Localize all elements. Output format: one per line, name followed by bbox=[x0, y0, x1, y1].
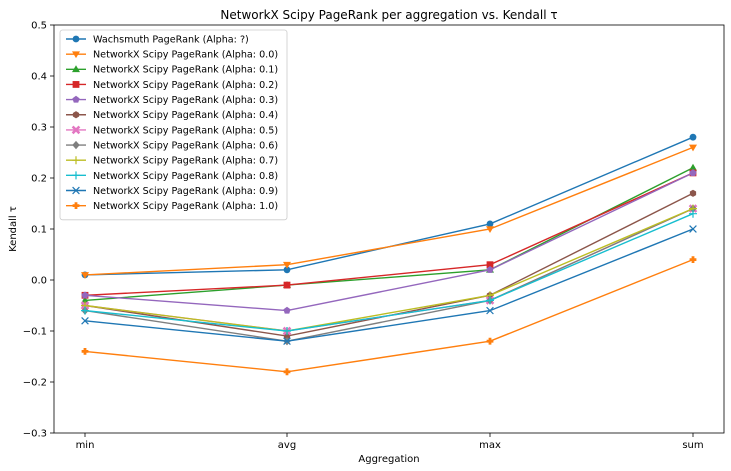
legend-item: NetworkX Scipy PageRank (Alpha: 0.4) bbox=[66, 110, 278, 121]
legend-marker bbox=[72, 171, 80, 180]
legend-item: NetworkX Scipy PageRank (Alpha: 1.0) bbox=[66, 201, 278, 212]
data-point bbox=[283, 327, 291, 335]
data-point bbox=[81, 306, 89, 315]
y-tick-label: 0.5 bbox=[31, 21, 47, 32]
data-point bbox=[283, 261, 291, 269]
y-axis: −0.3 −0.2 −0.1 0.0 0.1 0.2 0.3 0.4 0.5 bbox=[23, 21, 54, 440]
y-tick-label: 0.3 bbox=[31, 123, 47, 134]
data-point bbox=[486, 266, 494, 273]
legend-item: NetworkX Scipy PageRank (Alpha: 0.9) bbox=[66, 186, 278, 197]
y-tick-label: −0.2 bbox=[23, 378, 47, 389]
series-9 bbox=[81, 209, 697, 335]
legend-item: NetworkX Scipy PageRank (Alpha: 0.7) bbox=[66, 156, 278, 167]
series-4 bbox=[81, 169, 697, 314]
legend-item: NetworkX Scipy PageRank (Alpha: 0.0) bbox=[66, 50, 278, 61]
legend-label: Wachsmuth PageRank (Alpha: ?) bbox=[93, 34, 249, 45]
data-point bbox=[283, 306, 291, 314]
legend-marker bbox=[72, 95, 80, 103]
legend-item: NetworkX Scipy PageRank (Alpha: 0.3) bbox=[66, 95, 278, 106]
data-point bbox=[283, 281, 291, 289]
legend-label: NetworkX Scipy PageRank (Alpha: 1.0) bbox=[93, 201, 278, 212]
data-point bbox=[283, 266, 291, 274]
legend-label: NetworkX Scipy PageRank (Alpha: 0.7) bbox=[93, 156, 278, 167]
legend-label: NetworkX Scipy PageRank (Alpha: 0.5) bbox=[93, 125, 278, 136]
series-1 bbox=[81, 144, 697, 279]
data-point bbox=[486, 261, 494, 269]
legend-marker bbox=[71, 125, 81, 135]
data-point bbox=[689, 144, 697, 152]
legend-label: NetworkX Scipy PageRank (Alpha: 0.6) bbox=[93, 140, 278, 151]
legend-marker bbox=[72, 81, 80, 88]
data-point bbox=[81, 348, 89, 355]
legend-item: NetworkX Scipy PageRank (Alpha: 0.2) bbox=[66, 80, 278, 91]
series-line bbox=[84, 207, 694, 332]
legend-item: NetworkX Scipy PageRank (Alpha: 0.6) bbox=[66, 140, 278, 151]
data-point bbox=[486, 337, 494, 345]
data-point bbox=[689, 163, 697, 171]
y-tick-label: 0.0 bbox=[31, 276, 47, 287]
data-point bbox=[689, 169, 697, 176]
data-point bbox=[689, 133, 697, 141]
y-tick-label: −0.1 bbox=[23, 327, 47, 338]
x-axis: min avg max sum bbox=[76, 433, 704, 451]
legend-marker bbox=[72, 156, 80, 165]
series-line bbox=[84, 207, 694, 342]
series-line bbox=[84, 172, 694, 312]
data-point bbox=[486, 226, 494, 233]
x-axis-label: Aggregation bbox=[358, 454, 419, 465]
legend-marker bbox=[72, 51, 80, 59]
legend: Wachsmuth PageRank (Alpha: ?) NetworkX Sc… bbox=[59, 29, 288, 221]
data-point bbox=[283, 368, 291, 376]
legend-label: NetworkX Scipy PageRank (Alpha: 0.0) bbox=[93, 50, 278, 61]
chart-title: NetworkX Scipy PageRank per aggregation … bbox=[220, 8, 557, 22]
data-point bbox=[689, 209, 697, 218]
y-tick-label: −0.3 bbox=[23, 429, 47, 440]
legend-label: NetworkX Scipy PageRank (Alpha: 0.1) bbox=[93, 65, 278, 76]
x-tick-label: max bbox=[479, 440, 501, 451]
data-point bbox=[486, 306, 494, 315]
legend-item: NetworkX Scipy PageRank (Alpha: 0.5) bbox=[66, 125, 278, 136]
data-point bbox=[283, 337, 291, 346]
series-line bbox=[84, 258, 694, 373]
x-tick-label: min bbox=[76, 440, 95, 451]
legend-label: NetworkX Scipy PageRank (Alpha: 0.8) bbox=[93, 171, 278, 182]
y-axis-label: Kendall τ bbox=[8, 206, 19, 252]
legend-label: NetworkX Scipy PageRank (Alpha: 0.3) bbox=[93, 95, 278, 106]
data-point bbox=[689, 256, 697, 263]
x-tick-label: avg bbox=[278, 440, 296, 451]
data-point bbox=[486, 220, 494, 228]
legend-marker bbox=[72, 65, 80, 73]
legend-item: NetworkX Scipy PageRank (Alpha: 0.8) bbox=[66, 171, 278, 182]
series-layer bbox=[80, 133, 698, 376]
series-10 bbox=[81, 225, 697, 346]
series-11 bbox=[81, 256, 697, 376]
series-line bbox=[84, 213, 694, 332]
legend-marker bbox=[72, 186, 80, 195]
series-line bbox=[84, 146, 694, 276]
x-tick-label: sum bbox=[682, 440, 703, 451]
legend-marker bbox=[72, 35, 80, 43]
data-point bbox=[81, 291, 89, 299]
series-line bbox=[84, 172, 694, 296]
legend-marker bbox=[72, 140, 80, 150]
legend-item: NetworkX Scipy PageRank (Alpha: 0.1) bbox=[66, 65, 278, 76]
data-point bbox=[689, 225, 697, 233]
legend-label: NetworkX Scipy PageRank (Alpha: 0.9) bbox=[93, 186, 278, 197]
y-tick-label: 0.1 bbox=[31, 225, 47, 236]
series-line bbox=[84, 228, 694, 342]
data-point bbox=[81, 296, 89, 304]
y-tick-label: 0.2 bbox=[31, 174, 47, 185]
data-point bbox=[81, 272, 89, 279]
legend-marker bbox=[72, 202, 80, 210]
data-point bbox=[486, 296, 494, 305]
legend-marker bbox=[72, 111, 80, 119]
data-point bbox=[81, 316, 89, 325]
legend-item: Wachsmuth PageRank (Alpha: ?) bbox=[66, 34, 249, 45]
y-tick-label: 0.4 bbox=[31, 72, 47, 83]
data-point bbox=[689, 189, 697, 197]
legend-label: NetworkX Scipy PageRank (Alpha: 0.2) bbox=[93, 80, 278, 91]
legend-label: NetworkX Scipy PageRank (Alpha: 0.4) bbox=[93, 110, 278, 121]
legend-box bbox=[59, 29, 288, 221]
